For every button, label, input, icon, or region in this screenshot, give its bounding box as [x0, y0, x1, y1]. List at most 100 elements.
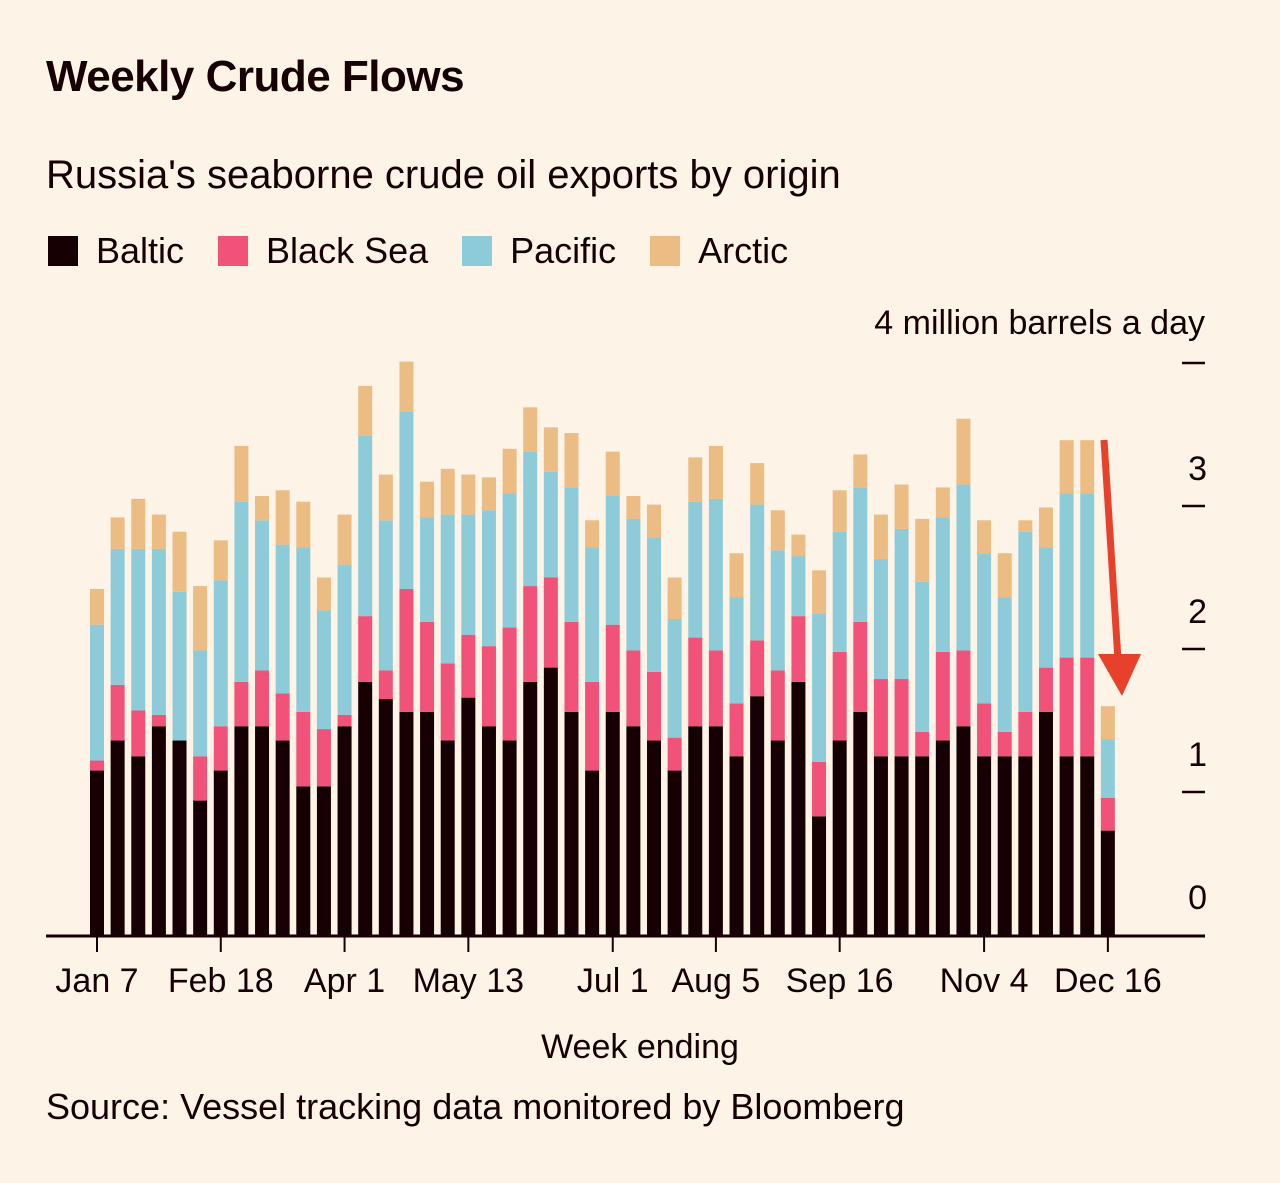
bar-segment-pacific [894, 528, 909, 680]
x-tick-label: Feb 18 [168, 962, 274, 1000]
bar-segment-arctic [626, 495, 641, 519]
bar-segment-pacific [812, 613, 827, 762]
bar-segment-pacific [316, 610, 331, 730]
bar-segment-black-sea [399, 588, 414, 712]
bar-segment-baltic [1038, 711, 1053, 935]
bar-segment-baltic [729, 756, 744, 935]
legend-label-baltic: Baltic [96, 230, 185, 271]
bar-segment-arctic [564, 433, 579, 488]
bar-segment-baltic [172, 740, 187, 935]
bar-segment-arctic [812, 570, 827, 614]
y-axis: 4 million barrels a day 0 1 2 3 [874, 304, 1207, 917]
bar-segment-baltic [481, 726, 496, 935]
bar-segment-baltic [440, 740, 455, 935]
bar-segment-baltic [812, 816, 827, 935]
chart-title: Weekly Crude Flows [46, 52, 465, 101]
bar-stack-week-1 [90, 588, 104, 935]
bar-segment-black-sea [647, 671, 662, 741]
bar-segment-arctic [977, 520, 992, 554]
bar-segment-arctic [1080, 440, 1095, 494]
bar-segment-baltic [337, 726, 352, 935]
bar-stack-week-10 [275, 490, 290, 935]
annotation-arrow [1098, 439, 1141, 696]
bar-segment-pacific [997, 597, 1012, 732]
bar-segment-black-sea [873, 679, 888, 757]
x-tick-label: Sep 16 [786, 962, 894, 1000]
bar-segment-baltic [1059, 756, 1074, 935]
bar-segment-baltic [316, 786, 331, 935]
bar-segment-arctic [894, 484, 909, 529]
bar-segment-black-sea [1080, 657, 1095, 757]
bar-stack-week-36 [812, 570, 827, 935]
bar-stack-week-8 [234, 445, 249, 935]
bar-segment-arctic [234, 445, 249, 502]
bar-segment-pacific [1018, 531, 1033, 712]
bar-segment-baltic [585, 770, 600, 935]
bar-segment-black-sea [131, 710, 146, 757]
bar-segment-pacific [481, 510, 496, 647]
bar-segment-pacific [935, 517, 950, 652]
bar-stack-week-24 [564, 433, 579, 935]
bar-segment-arctic [151, 514, 166, 549]
bar-segment-arctic [605, 451, 620, 496]
bar-stack-week-11 [296, 501, 311, 935]
bar-segment-arctic [440, 468, 455, 515]
bar-segment-black-sea [729, 703, 744, 757]
bar-segment-pacific [543, 471, 558, 578]
bar-stack-week-35 [791, 534, 806, 935]
bar-segment-pacific [90, 624, 104, 761]
bar-segment-black-sea [1100, 797, 1115, 831]
bar-segment-black-sea [770, 670, 785, 741]
bar-segment-pacific [337, 564, 352, 715]
bar-segment-baltic [90, 770, 104, 935]
bar-segment-pacific [1080, 493, 1095, 658]
bar-segment-arctic [1038, 507, 1053, 548]
bar-segment-arctic [853, 454, 868, 488]
bar-segment-baltic [564, 711, 579, 935]
x-tick-label: Jul 1 [577, 962, 649, 1000]
bar-segment-baltic [915, 756, 930, 935]
legend-swatch-black-sea [218, 236, 249, 266]
bar-segment-arctic [172, 531, 187, 592]
bar-segment-baltic [296, 786, 311, 935]
bar-segment-arctic [585, 520, 600, 548]
bar-segment-pacific [234, 501, 249, 682]
bar-segment-arctic [131, 498, 146, 549]
bar-stack-week-22 [523, 407, 538, 935]
bar-segment-pacific [647, 537, 662, 672]
bar-segment-pacific [172, 591, 187, 741]
legend-swatch-baltic [48, 236, 78, 266]
bar-segment-pacific [275, 544, 290, 694]
bar-segment-pacific [667, 618, 682, 738]
x-tick-label: Jan 7 [55, 962, 138, 1000]
bar-segment-arctic [1059, 440, 1074, 494]
bar-segment-black-sea [750, 640, 765, 697]
bar-segment-baltic [131, 756, 146, 935]
bar-segment-baltic [1018, 756, 1033, 935]
legend-item-black-sea: Black Sea [218, 230, 428, 272]
bar-segment-baltic [193, 800, 208, 935]
bar-segment-baltic [832, 740, 847, 935]
bar-segment-baltic [110, 740, 125, 935]
bar-segment-baltic [605, 711, 620, 935]
bar-segment-pacific [523, 451, 538, 587]
bar-stack-week-47 [1038, 507, 1053, 935]
bar-segment-arctic [481, 477, 496, 511]
bar-segment-arctic [337, 514, 352, 565]
bar-segment-arctic [750, 463, 765, 505]
bar-segment-arctic [461, 474, 476, 515]
bar-segment-pacific [255, 520, 270, 671]
bar-segment-arctic [667, 577, 682, 619]
bar-segment-baltic [708, 726, 723, 935]
bar-segment-black-sea [585, 681, 600, 771]
bar-segment-pacific [729, 597, 744, 704]
bar-segment-baltic [213, 770, 228, 935]
chart-subtitle: Russia's seaborne crude oil exports by o… [46, 153, 841, 197]
bar-segment-arctic [791, 534, 806, 557]
bar-segment-arctic [358, 385, 373, 436]
bar-stack-week-49 [1080, 440, 1095, 935]
legend-swatch-arctic [650, 236, 681, 266]
bar-segment-black-sea [667, 737, 682, 771]
legend-item-baltic: Baltic [48, 230, 184, 272]
bar-segment-pacific [832, 531, 847, 652]
